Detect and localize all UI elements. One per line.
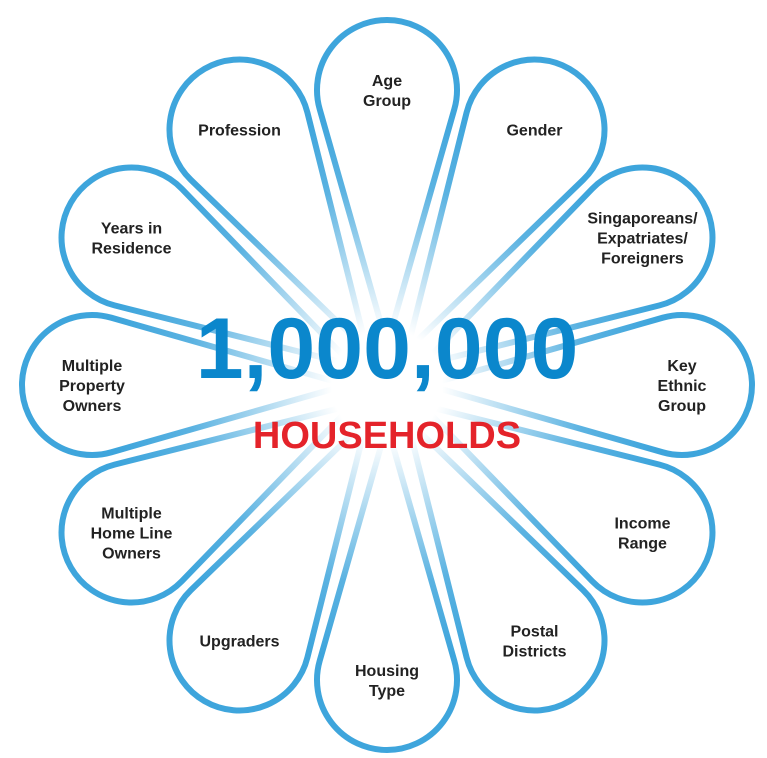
- petal-label: Income Range: [614, 516, 670, 553]
- petal-label-line: Years in: [101, 221, 162, 238]
- petal-label-line: Residence: [91, 241, 171, 258]
- petal-label-line: Multiple: [101, 506, 162, 523]
- petal-label-line: Income: [614, 516, 670, 533]
- center-label: HOUSEHOLDS: [253, 415, 521, 457]
- petal-outline: [404, 416, 608, 714]
- petal-label-line: Singaporeans/: [587, 211, 698, 228]
- petal-label-line: Type: [369, 683, 405, 700]
- petal-label-line: Foreigners: [601, 251, 684, 268]
- petal-label-line: Key: [667, 358, 696, 375]
- petal-label: Housing Type: [355, 663, 419, 700]
- petals: [19, 17, 755, 753]
- petal-label-line: Age: [372, 73, 402, 90]
- petal-label-line: Group: [658, 398, 706, 415]
- center-number: 1,000,000: [196, 301, 579, 397]
- petal-label-line: Ethnic: [658, 378, 707, 395]
- petal-label-line: Upgraders: [199, 633, 279, 650]
- petal-outline: [19, 312, 350, 458]
- petal-outline: [58, 402, 356, 606]
- petal-label: Multiple Home Line Owners: [91, 506, 173, 563]
- petal-label-line: Owners: [102, 546, 161, 563]
- petal-outline: [424, 312, 755, 458]
- petal-label: Multiple Property Owners: [59, 358, 125, 415]
- petal-label-line: Home Line: [91, 526, 173, 543]
- petal-label-line: Housing: [355, 663, 419, 680]
- petal-label-line: Owners: [63, 398, 122, 415]
- petal-label: Age Group: [363, 73, 411, 110]
- petal-label: Key Ethnic Group: [658, 358, 707, 415]
- petal-label-line: Districts: [502, 643, 566, 660]
- petal-outline: [418, 164, 716, 368]
- petal-outline: [58, 164, 356, 368]
- petal-outline: [418, 402, 716, 606]
- petal-label-line: Group: [363, 93, 411, 110]
- petal-label: Profession: [198, 123, 281, 140]
- petal-label-line: Gender: [506, 123, 562, 140]
- petal-label: Upgraders: [199, 633, 279, 650]
- petal-label-line: Postal: [510, 623, 558, 640]
- petal-outline: [166, 56, 370, 354]
- petal-label: Years in Residence: [91, 221, 171, 258]
- petal-label-line: Expatriates/: [597, 231, 688, 248]
- petal-label: Singaporeans/Expatriates/Foreigners: [587, 211, 698, 268]
- petal-label-line: Range: [618, 536, 667, 553]
- petal-label-line: Multiple: [62, 358, 123, 375]
- petal-outline: [166, 416, 370, 714]
- petal-outline: [314, 422, 460, 753]
- petal-label-line: Property: [59, 378, 125, 395]
- petal-label-line: Profession: [198, 123, 281, 140]
- petal-outline: [404, 56, 608, 354]
- petal-outline: [314, 17, 460, 348]
- petal-label: Gender: [506, 123, 562, 140]
- petal-label: Postal Districts: [502, 623, 566, 660]
